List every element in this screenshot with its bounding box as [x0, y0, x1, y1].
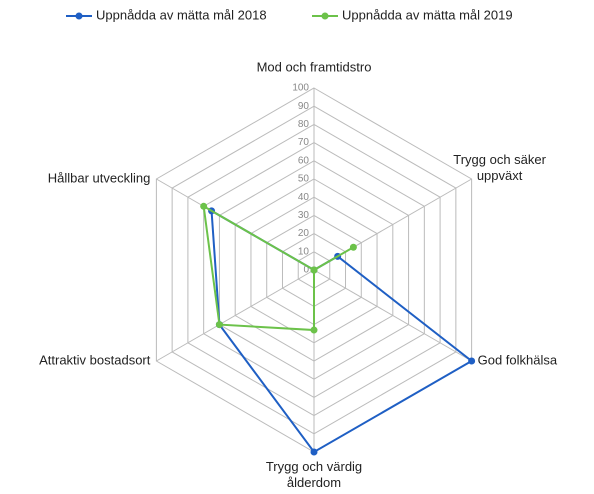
label-line: Trygg och värdig: [266, 459, 362, 474]
label-line: ålderdom: [287, 475, 341, 490]
category-label: Mod och framtidstro: [257, 59, 372, 74]
axis-line: [156, 269, 315, 362]
legend-label: Uppnådda av mätta mål 2019: [342, 7, 513, 22]
data-point: [468, 357, 476, 365]
y-tick-label: 30: [298, 210, 310, 221]
category-label: Attraktiv bostadsort: [39, 352, 151, 367]
y-tick-label: 50: [298, 174, 310, 185]
data-point: [310, 266, 318, 274]
axis-line: [313, 269, 472, 362]
category-label: Trygg och säker uppväxt: [453, 152, 546, 183]
data-point: [200, 202, 208, 210]
legend-marker: [75, 12, 83, 20]
data-point: [310, 326, 318, 334]
y-tick-label: 60: [298, 155, 310, 166]
y-tick-label: 20: [298, 228, 310, 239]
category-label: Hållbar utveckling: [48, 170, 151, 185]
y-tick-label: 70: [298, 137, 310, 148]
y-tick-label: 10: [298, 246, 310, 257]
y-tick-label: 100: [292, 83, 309, 94]
y-tick-label: 90: [298, 101, 310, 112]
y-tick-label: 80: [298, 119, 310, 130]
legend-marker: [321, 12, 329, 20]
data-point: [215, 321, 223, 329]
y-tick-label: 40: [298, 192, 310, 203]
label-line: Trygg och säker: [453, 152, 546, 167]
label-line: uppväxt: [477, 168, 523, 183]
legend-label: Uppnådda av mätta mål 2018: [96, 7, 267, 22]
category-label: Trygg och värdig ålderdom: [266, 459, 362, 490]
data-point: [349, 243, 357, 251]
y-tick-label: 0: [303, 265, 309, 276]
category-label: God folkhälsa: [478, 352, 558, 367]
data-point: [310, 448, 318, 456]
